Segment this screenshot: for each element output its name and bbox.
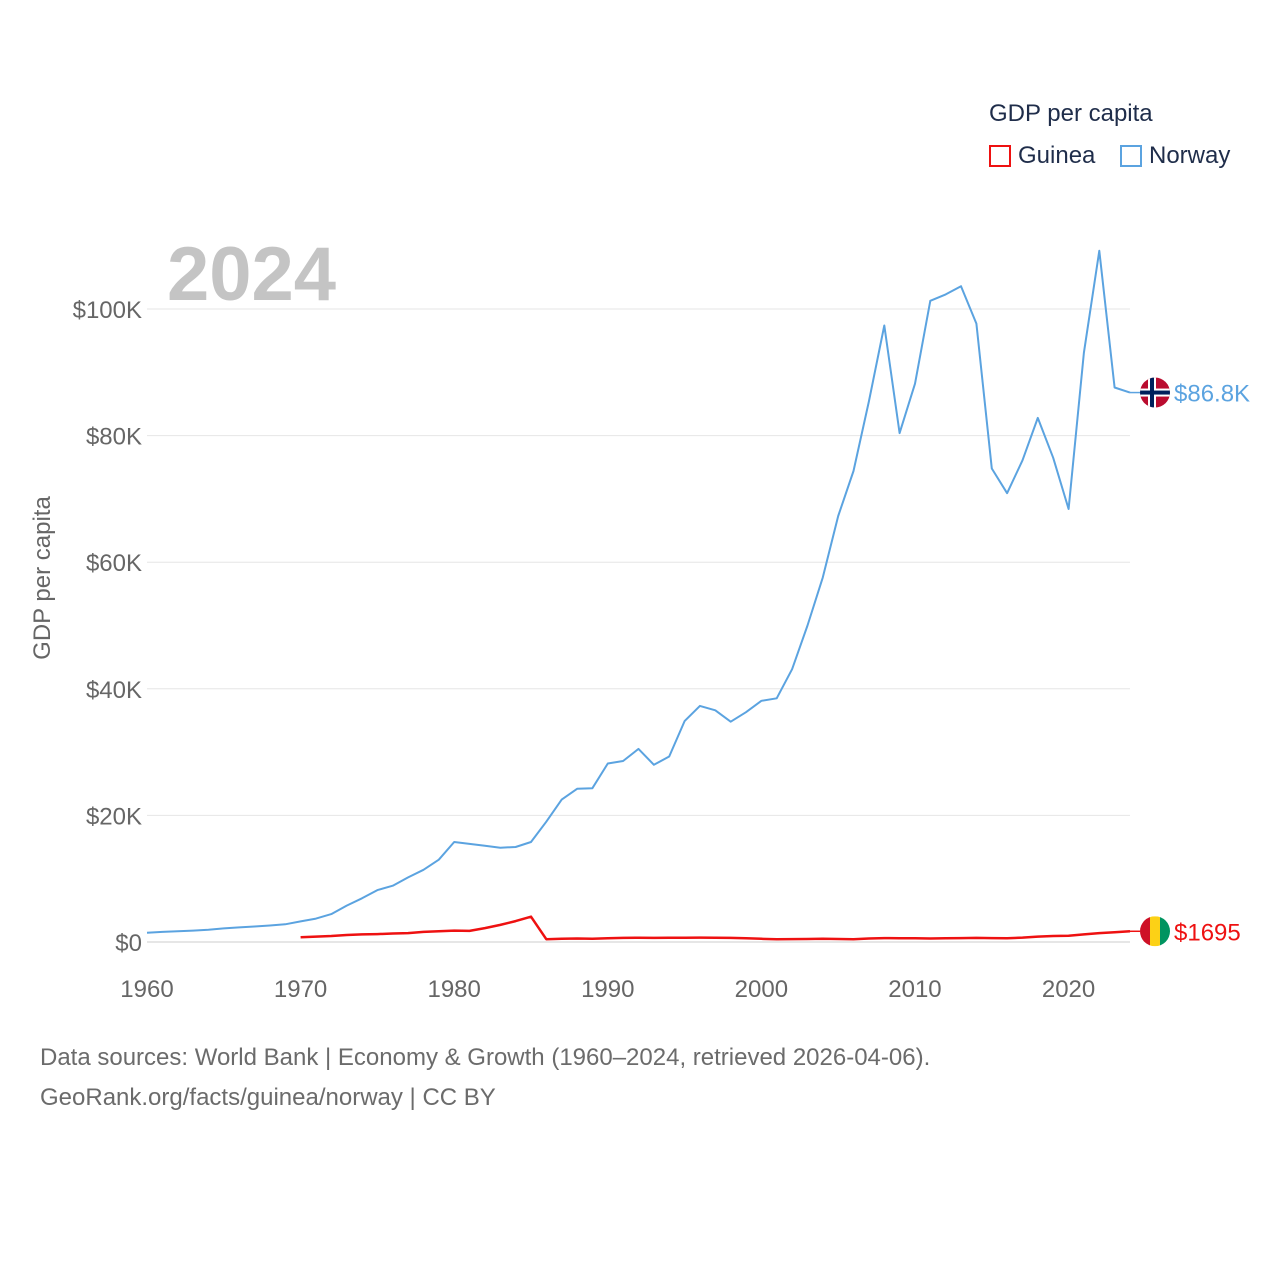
legend-title: GDP per capita bbox=[989, 100, 1153, 127]
y-axis-title: GDP per capita bbox=[29, 496, 56, 660]
x-tick-label: 2000 bbox=[735, 976, 788, 1003]
end-label-guinea: $1695 bbox=[1174, 919, 1241, 946]
flag-norway-icon bbox=[1140, 377, 1170, 408]
flag-guinea-icon bbox=[1140, 916, 1170, 947]
end-label-norway: $86.8K bbox=[1174, 381, 1250, 408]
y-tick-label: $40K bbox=[86, 677, 142, 704]
legend-label-norway: Norway bbox=[1149, 142, 1231, 169]
source-note: Data sources: World Bank | Economy & Gro… bbox=[40, 1044, 931, 1071]
x-tick-label: 1960 bbox=[120, 976, 173, 1003]
legend-swatch-guinea bbox=[989, 145, 1011, 167]
year-label: 2024 bbox=[167, 232, 336, 317]
x-tick-label: 2020 bbox=[1042, 976, 1095, 1003]
y-tick-label: $0 bbox=[115, 930, 142, 957]
legend-item-norway[interactable]: Norway bbox=[1120, 142, 1230, 170]
y-tick-label: $60K bbox=[86, 550, 142, 577]
x-tick-label: 1990 bbox=[581, 976, 634, 1003]
y-tick-label: $80K bbox=[86, 424, 142, 451]
legend-label-guinea: Guinea bbox=[1018, 142, 1096, 169]
credit-note: GeoRank.org/facts/guinea/norway | CC BY bbox=[40, 1084, 496, 1111]
y-tick-label: $20K bbox=[86, 803, 142, 830]
series-line-norway bbox=[146, 249, 1131, 934]
y-tick-label: $100K bbox=[73, 297, 142, 324]
x-tick-label: 1980 bbox=[427, 976, 480, 1003]
series-line-guinea bbox=[300, 915, 1131, 941]
legend-swatch-norway bbox=[1120, 145, 1142, 167]
x-tick-label: 1970 bbox=[274, 976, 327, 1003]
legend-item-guinea[interactable]: Guinea bbox=[989, 142, 1095, 170]
x-tick-label: 2010 bbox=[888, 976, 941, 1003]
